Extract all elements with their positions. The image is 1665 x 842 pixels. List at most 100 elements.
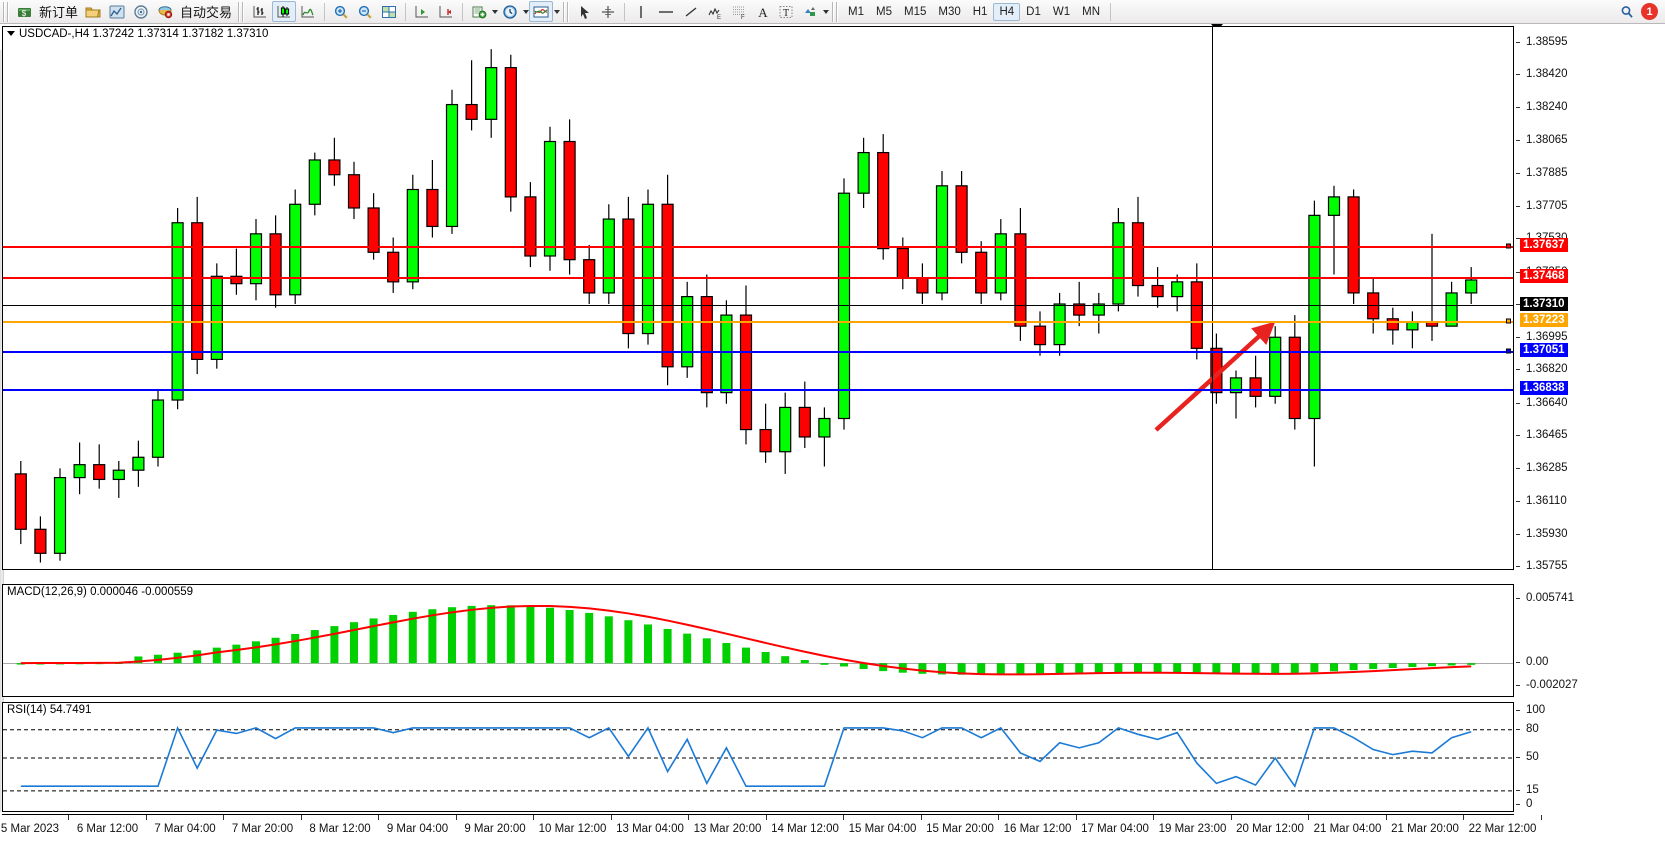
price-axis-tick [1516, 172, 1520, 174]
auto-trading-icon[interactable] [153, 1, 177, 22]
trendline-icon[interactable] [679, 1, 703, 22]
fibonacci-icon[interactable]: F [727, 1, 751, 22]
time-axis-label: 21 Mar 20:00 [1391, 823, 1459, 835]
rsi-axis-label: 15 [1526, 783, 1539, 796]
price-tag-last-price[interactable]: 1.37310 [1520, 297, 1568, 311]
price-axis-label: 1.35930 [1526, 527, 1568, 540]
grid-icon[interactable] [377, 1, 401, 22]
time-axis[interactable]: 5 Mar 2023 6 Mar 12:00 7 Mar 04:00 7 Mar 20… [0, 814, 1542, 842]
timeframe-m5[interactable]: M5 [876, 5, 892, 18]
time-axis-tick [1385, 815, 1387, 820]
new-order-icon[interactable]: $ [13, 1, 36, 22]
toolbar-separator-3 [462, 2, 464, 21]
level-line-support-2[interactable] [3, 389, 1513, 391]
time-axis-tick [1075, 815, 1077, 820]
toolbar-grip-2[interactable] [238, 1, 246, 22]
level-handle-support-1[interactable] [1506, 348, 1511, 354]
toolbar-grip[interactable] [3, 1, 10, 22]
symbol-info-bar: USDCAD-,H4 1.37242 1.37314 1.37182 1.373… [7, 28, 268, 40]
timeframe-m30[interactable]: M30 [938, 5, 961, 18]
timeframe-w1[interactable]: W1 [1052, 5, 1071, 18]
new-order-label[interactable]: 新订单 [39, 5, 79, 20]
text-icon[interactable]: A [751, 1, 774, 22]
price-tag-support[interactable]: 1.37051 [1520, 343, 1568, 357]
price-axis-tick [1516, 402, 1520, 404]
price-axis-tick [1516, 533, 1520, 535]
timeframe-mn[interactable]: MN [1082, 5, 1100, 18]
level-line-support-1[interactable] [3, 351, 1513, 353]
toolbar-grip-3[interactable] [563, 1, 571, 22]
price-axis-tick [1516, 271, 1520, 273]
shift-end-icon[interactable] [410, 1, 434, 22]
level-handle-pivot[interactable] [1506, 318, 1511, 324]
price-axis-tick [1516, 107, 1520, 109]
crosshair-icon[interactable] [596, 1, 620, 22]
candlestick-chart-icon[interactable] [272, 1, 297, 22]
price-tag-pivot[interactable]: 1.37223 [1520, 313, 1568, 327]
macd-pane[interactable]: MACD(12,26,9) 0.000046 -0.000559 [2, 584, 1514, 697]
shapes-chevron-down-icon[interactable] [823, 9, 830, 14]
price-axis-tick [1516, 238, 1520, 240]
timeframe-h1[interactable]: H1 [972, 5, 988, 18]
vertical-line-icon[interactable] [629, 1, 653, 22]
label-icon[interactable]: T [774, 1, 798, 22]
auto-trading-label[interactable]: 自动交易 [180, 5, 233, 20]
time-axis-label: 15 Mar 04:00 [848, 823, 917, 835]
zoom-in-icon[interactable] [329, 1, 353, 22]
indicators-chevron-down-icon[interactable] [492, 9, 499, 14]
price-axis-tick [1516, 139, 1520, 141]
line-chart-icon[interactable] [296, 1, 320, 22]
rsi-axis-label: 50 [1526, 751, 1539, 763]
templates-chevron-down-icon[interactable] [554, 9, 561, 14]
horizontal-line-icon[interactable] [653, 1, 679, 22]
rsi-axis-tick [1516, 728, 1520, 730]
time-axis-label: 8 Mar 12:00 [309, 823, 371, 835]
chevron-down-icon[interactable] [7, 31, 15, 37]
period-chevron-down-icon[interactable] [523, 9, 530, 14]
market-watch-icon[interactable] [105, 1, 129, 22]
price-axis-label: 1.37705 [1526, 200, 1568, 213]
chart-workspace[interactable]: USDCAD-,H4 1.37242 1.37314 1.37182 1.373… [0, 24, 1665, 842]
level-handle-resistance-1[interactable] [1506, 243, 1511, 249]
rsi-label: RSI(14) 54.7491 [7, 704, 92, 716]
folder-icon[interactable] [81, 1, 105, 22]
time-axis-tick [610, 815, 612, 820]
cursor-icon[interactable] [573, 1, 596, 22]
price-tag-support[interactable]: 1.36838 [1520, 381, 1568, 395]
price-tag-resistance[interactable]: 1.37468 [1520, 269, 1568, 283]
rsi-axis-label: 0 [1526, 798, 1533, 810]
auto-scroll-icon[interactable] [434, 1, 458, 22]
timeframe-d1[interactable]: D1 [1026, 5, 1041, 18]
time-axis-label: 5 Mar 2023 [0, 823, 60, 835]
time-axis-tick [1308, 815, 1309, 820]
timeframe-m15[interactable]: M15 [904, 5, 927, 18]
zoom-out-icon[interactable] [353, 1, 377, 22]
price-axis-tick [1516, 337, 1520, 339]
level-line-resistance-2[interactable] [3, 277, 1513, 279]
rsi-pane[interactable]: RSI(14) 54.7491 [2, 702, 1514, 812]
templates-icon[interactable] [529, 1, 554, 22]
timeframe-h4[interactable]: H4 [993, 2, 1021, 21]
bar-chart-icon[interactable] [248, 1, 272, 22]
price-axis-tick [1516, 435, 1520, 437]
rsi-axis: 100 80 50 15 0 [1516, 702, 1665, 812]
level-line-resistance-1[interactable] [3, 246, 1513, 248]
price-axis-tick [1516, 500, 1520, 502]
rsi-axis-tick [1516, 710, 1520, 711]
level-line-pivot[interactable] [3, 321, 1513, 323]
toolbar-grip-4[interactable] [832, 1, 840, 22]
period-icon[interactable] [498, 1, 522, 22]
search-icon[interactable] [1615, 1, 1639, 22]
elliott-wave-icon[interactable]: E [703, 1, 727, 22]
shapes-icon[interactable] [798, 1, 822, 22]
price-axis-tick [1516, 566, 1520, 568]
time-axis-label: 13 Mar 20:00 [693, 823, 762, 835]
alerts-icon[interactable]: 1 [1639, 1, 1665, 22]
indicators-icon[interactable] [467, 1, 491, 22]
time-axis-label: 19 Mar 23:00 [1158, 823, 1227, 835]
price-tag-resistance[interactable]: 1.37637 [1520, 238, 1568, 252]
navigator-icon[interactable] [129, 1, 153, 22]
price-pane[interactable]: USDCAD-,H4 1.37242 1.37314 1.37182 1.373… [2, 26, 1514, 570]
price-axis[interactable]: 1.38595 1.38420 1.38240 1.38065 1.37885 1.377… [1516, 26, 1665, 572]
timeframe-m1[interactable]: M1 [848, 5, 865, 18]
